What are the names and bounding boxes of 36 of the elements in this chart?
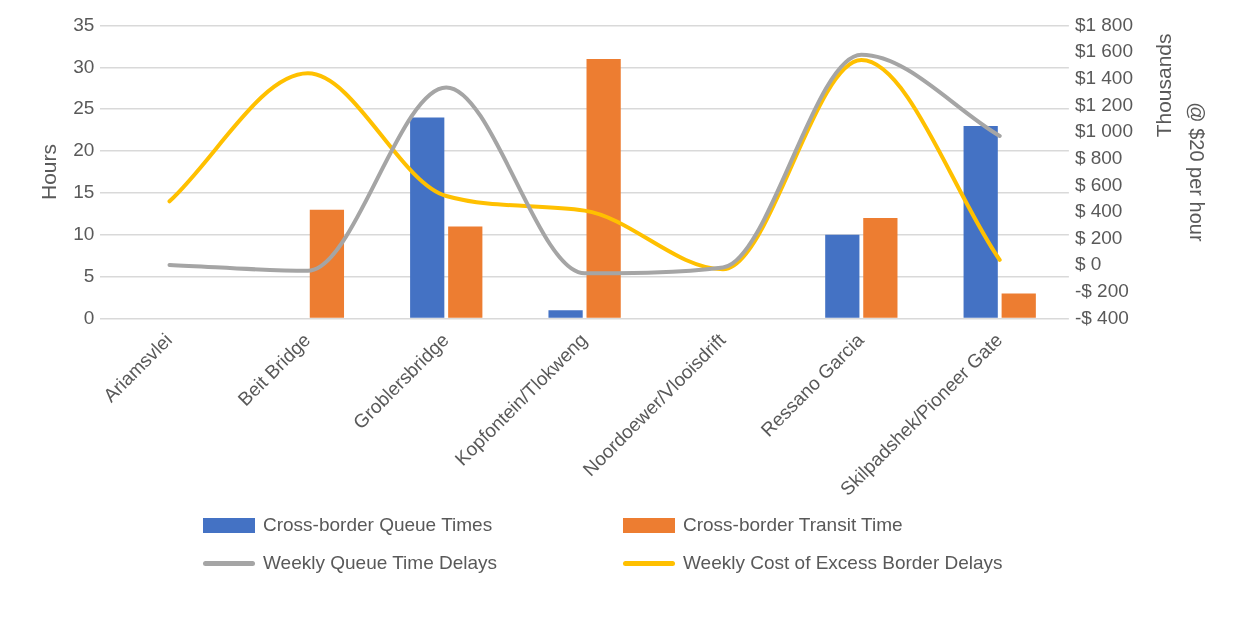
y2-tick-label: $ 600 <box>1074 173 1123 195</box>
text: Thousands <box>1151 33 1175 138</box>
y-tick-label: 15 <box>73 181 95 203</box>
y-tick-label: 10 <box>73 223 95 245</box>
y2-tick-label: $1 200 <box>1074 93 1134 115</box>
bar <box>586 58 621 318</box>
y-tick-label: 5 <box>83 264 95 286</box>
y2-tick-label: $ 200 <box>1074 226 1123 248</box>
y2-axis-title: @ $20 per hour <box>1186 102 1209 242</box>
y2-tick-label: $ 400 <box>1074 200 1123 222</box>
legend-label: Cross-border Queue Times <box>263 514 493 536</box>
y2-tick-label: $1 400 <box>1074 66 1134 88</box>
y2-tick-label: $ 800 <box>1074 146 1123 168</box>
y2-tick-label: $1 600 <box>1074 40 1134 62</box>
y-tick-label: 25 <box>73 97 95 119</box>
y2-tick-label: $1 000 <box>1074 120 1134 142</box>
bar <box>1001 293 1036 318</box>
bar <box>309 209 345 318</box>
bar <box>448 226 483 318</box>
legend-label: Weekly Cost of Excess Border Delays <box>683 552 1003 574</box>
y2-tick-label: -$ 400 <box>1074 306 1129 328</box>
y-tick-label: 20 <box>73 139 95 161</box>
bar <box>410 117 445 318</box>
y2-tick-label: $ 0 <box>1074 253 1102 275</box>
bar <box>863 218 898 318</box>
bar <box>825 234 860 318</box>
y-tick-label: 0 <box>83 306 95 328</box>
y-axis-title: Hours <box>37 143 61 200</box>
y2-tick-label: $1 800 <box>1074 13 1134 35</box>
y2-tick-label: -$ 200 <box>1074 280 1129 302</box>
y-tick-label: 35 <box>73 13 95 35</box>
legend-label: Weekly Queue Time Delays <box>263 552 498 574</box>
bar <box>963 125 998 318</box>
legend-label: Cross-border Transit Time <box>683 514 903 536</box>
y-tick-label: 30 <box>73 55 95 77</box>
bar <box>548 310 583 318</box>
